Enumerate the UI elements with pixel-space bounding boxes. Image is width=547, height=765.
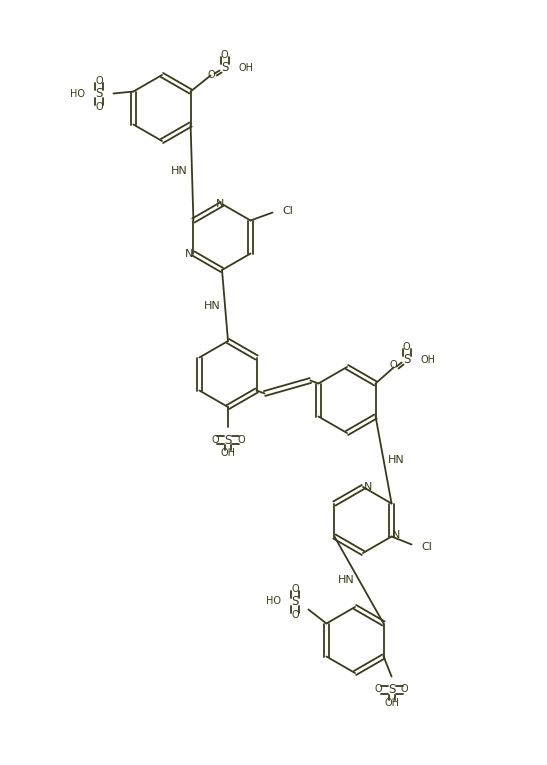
Text: N: N (364, 482, 372, 492)
Text: OH: OH (421, 354, 435, 364)
Text: N: N (216, 199, 224, 209)
Text: O: O (211, 435, 219, 445)
Text: HN: HN (337, 575, 354, 585)
Text: O: O (96, 102, 103, 112)
Text: O: O (390, 360, 397, 369)
Text: O: O (403, 341, 410, 351)
Text: OH: OH (220, 448, 236, 458)
Text: N: N (185, 249, 194, 259)
Text: HO: HO (71, 89, 85, 99)
Text: O: O (237, 435, 245, 445)
Text: O: O (208, 70, 216, 80)
Text: N: N (392, 529, 400, 539)
Text: S: S (96, 87, 103, 100)
Text: S: S (403, 353, 410, 366)
Text: O: O (401, 685, 409, 695)
Text: HN: HN (203, 301, 220, 311)
Text: S: S (221, 61, 228, 74)
Text: Cl: Cl (422, 542, 433, 552)
Text: HN: HN (388, 455, 405, 465)
Text: S: S (224, 434, 232, 447)
Text: O: O (375, 685, 382, 695)
Text: O: O (292, 610, 299, 620)
Text: OH: OH (384, 698, 399, 708)
Text: Cl: Cl (283, 206, 293, 216)
Text: O: O (221, 50, 229, 60)
Text: O: O (96, 76, 103, 86)
Text: O: O (292, 584, 299, 594)
Text: HO: HO (266, 597, 281, 607)
Text: S: S (388, 683, 395, 696)
Text: S: S (292, 595, 299, 608)
Text: HN: HN (171, 165, 188, 175)
Text: OH: OH (238, 63, 254, 73)
